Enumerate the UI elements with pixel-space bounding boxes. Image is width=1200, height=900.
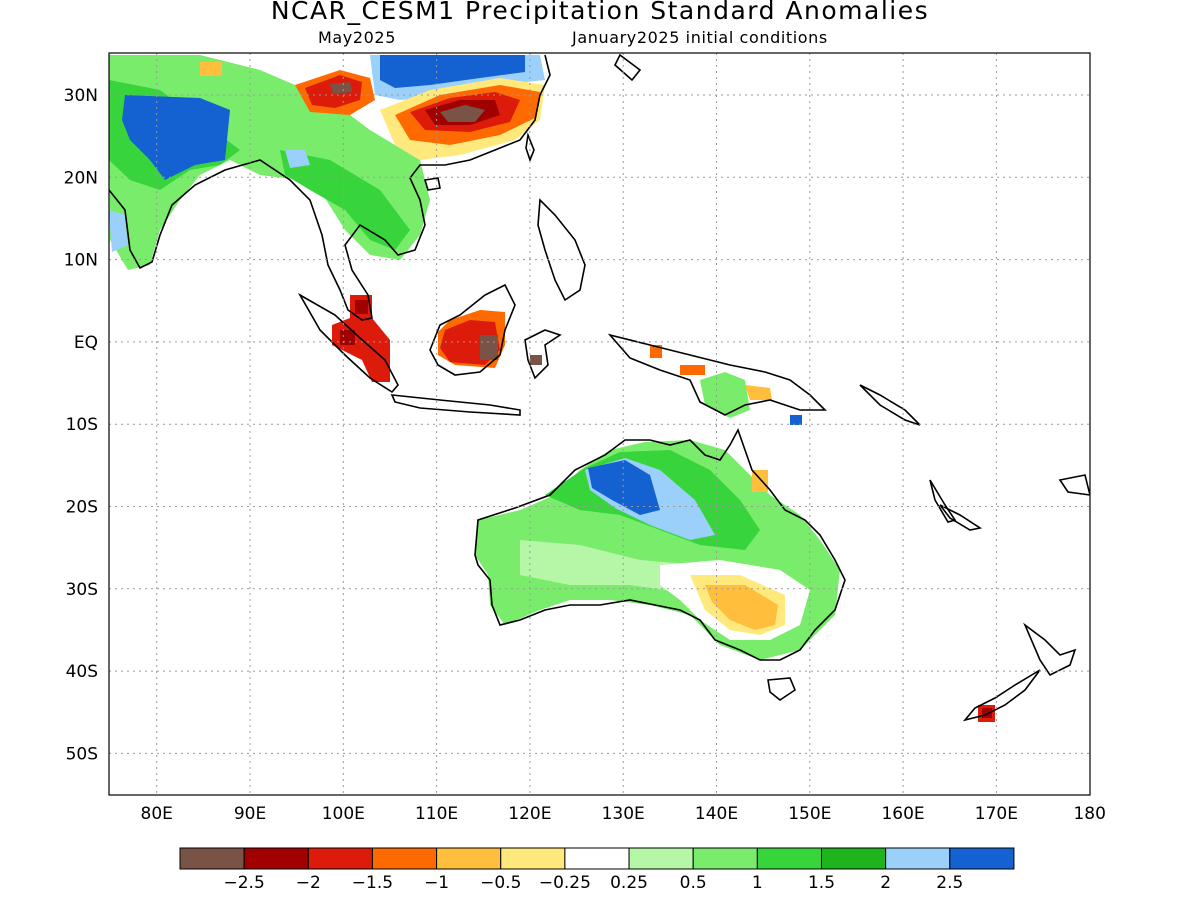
anomaly-newguinea-yellow: [745, 385, 772, 400]
anomaly-green-dark-2: [280, 150, 410, 250]
colorbar-label: −2: [296, 873, 321, 893]
colorbar-swatch: [692, 847, 758, 870]
colorbar-label: −2.5: [224, 873, 265, 893]
colorbar-label: −1.5: [352, 873, 393, 893]
lon-tick-label: 120E: [508, 804, 551, 824]
anomaly-china-brown: [440, 105, 485, 122]
colorbar-label: 1.5: [808, 873, 835, 893]
colorbar-label: −1: [424, 873, 449, 893]
coast-fiji: [1058, 474, 1090, 496]
colorbar-swatch: [307, 847, 373, 870]
colorbar-label: −0.25: [539, 873, 591, 893]
anomaly-australia-orange: [705, 585, 778, 630]
colorbar-swatch: [821, 847, 887, 870]
anomaly-png-blue: [790, 415, 802, 425]
colorbar-swatch: [564, 847, 630, 870]
coast-japan: [614, 53, 642, 82]
colorbar-swatch: [885, 847, 951, 870]
anomaly-field: [109, 55, 995, 722]
lon-tick-label: 130E: [602, 804, 645, 824]
anomaly-lightblue-2: [285, 150, 310, 168]
colorbar-swatch: [756, 847, 822, 870]
coast-borneo: [429, 283, 516, 376]
coast-java: [390, 394, 521, 416]
coast-australia: [474, 428, 846, 661]
anomaly-myanmar-brown: [330, 82, 352, 94]
lon-tick-label: 80E: [141, 804, 173, 824]
lat-tick-label: 30S: [66, 580, 98, 600]
anomaly-newguinea-orange: [650, 345, 705, 375]
colorbar-swatch: [628, 847, 694, 870]
map-title: NCAR_CESM1 Precipitation Standard Anomal…: [270, 0, 930, 25]
coast-solomons: [859, 384, 921, 426]
lon-tick-label: 100E: [322, 804, 365, 824]
lon-tick-label: 170E: [975, 804, 1018, 824]
lat-tick-label: 30N: [64, 86, 98, 106]
colorbar-label: 0.25: [610, 873, 648, 893]
colorbar-swatch: [949, 847, 1015, 870]
coast-sumatra: [297, 292, 399, 394]
lat-tick-label: 20N: [64, 168, 98, 188]
anomaly-sumatra-darkred: [340, 300, 368, 345]
lon-tick-label: 150E: [788, 804, 831, 824]
coast-vanuatu: [929, 479, 957, 523]
lat-tick-label: EQ: [74, 333, 98, 353]
coast-taiwan: [525, 131, 535, 163]
colorbar-swatch: [436, 847, 502, 870]
colorbar-label: 2: [880, 873, 891, 893]
axis-labels: 80E 90E 100E 110E 120E 130E 140E 150E 160E 170E 18…: [64, 86, 1106, 824]
anomaly-blue-tibet: [122, 95, 230, 180]
colorbar-swatch: [371, 847, 438, 870]
colorbar-label: 2.5: [936, 873, 963, 893]
coast-hainan: [423, 177, 441, 191]
coast-philippines: [537, 198, 586, 302]
coast-asia: [109, 54, 551, 321]
colorbar-label: 0.5: [680, 873, 707, 893]
anomaly-lightblue-india: [109, 210, 128, 252]
lat-tick-label: 10N: [64, 251, 98, 271]
anomaly-sulawesi-brown: [530, 355, 542, 365]
lon-tick-label: 90E: [234, 804, 266, 824]
lat-tick-label: 50S: [66, 744, 98, 764]
grid: [109, 53, 1090, 795]
init-conditions: January2025 initial conditions: [572, 28, 828, 47]
colorbar-label: 1: [752, 873, 763, 893]
coast-newguinea: [607, 333, 827, 416]
coast-nz-south: [962, 669, 1041, 722]
colorbar-label: −0.5: [480, 873, 521, 893]
colorbar-swatch: [179, 847, 245, 870]
map-frame: [108, 52, 1091, 796]
coast-nz-north: [1023, 622, 1077, 677]
lon-tick-label: 110E: [415, 804, 458, 824]
lat-tick-label: 10S: [66, 415, 98, 435]
lat-tick-label: 20S: [66, 498, 98, 518]
lon-tick-label: 180: [1073, 804, 1105, 824]
anomaly-yellow-spot: [200, 62, 222, 76]
coast-sulawesi: [524, 329, 562, 380]
forecast-month: May2025: [318, 28, 396, 47]
coast-tasmania: [767, 677, 796, 701]
anomaly-newguinea-green: [700, 372, 750, 418]
lon-tick-label: 160E: [881, 804, 924, 824]
lat-tick-label: 40S: [66, 662, 98, 682]
anomaly-blue-china-dark: [380, 55, 525, 88]
anomaly-australia-blue: [588, 460, 660, 515]
coastlines: [109, 53, 1090, 722]
colorbar-swatch: [500, 847, 566, 870]
colorbar-swatch: [243, 847, 309, 870]
colorbar: −2.5 −2 −1.5 −1 −0.5 −0.25 0.25 0.5 1 1.5 2 2.5: [179, 847, 1015, 893]
coast-newcaledonia: [939, 504, 983, 531]
anomaly-borneo-brown: [480, 335, 498, 360]
lon-tick-label: 140E: [695, 804, 738, 824]
